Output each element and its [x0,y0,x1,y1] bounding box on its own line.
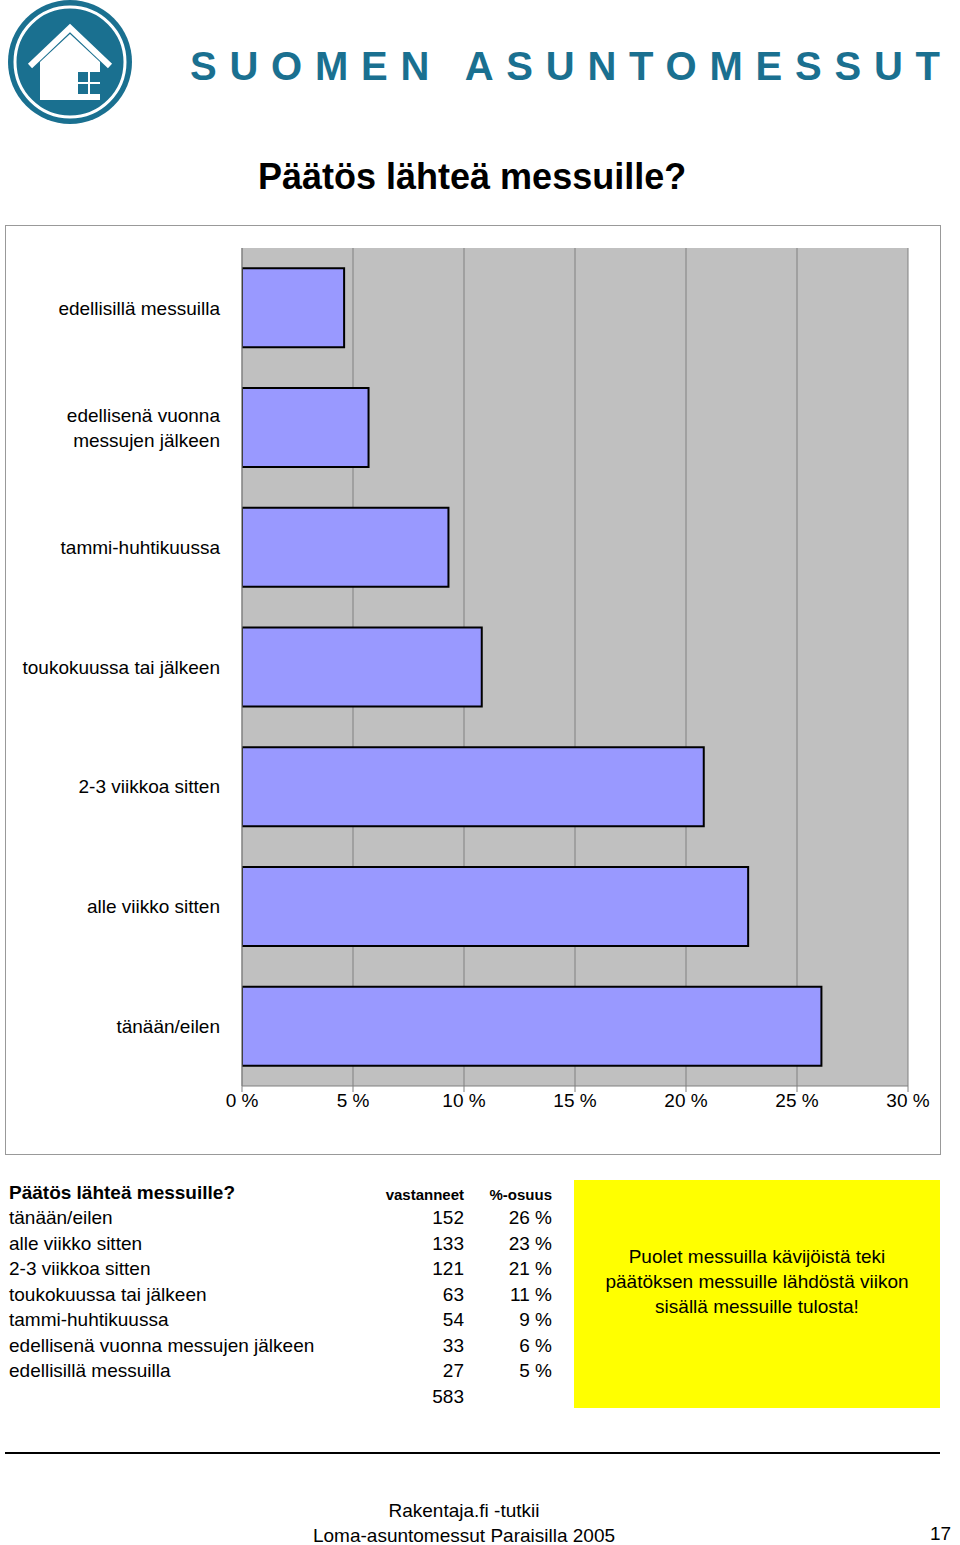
html-text:2-3 viikkoa sitten: 2-3 viikkoa sitten [9,1258,151,1279]
svg-text:edellisenä vuonnamessujen jälk: edellisenä vuonnamessujen jälkeen [67,405,221,451]
svg-text:10 %: 10 % [442,1090,485,1111]
html-text:alle viikko sitten: alle viikko sitten [9,1232,143,1254]
svg-text:30 %: 30 % [886,1090,929,1111]
html-text:toukokuussa tai jälkeen: toukokuussa tai jälkeen [9,1283,207,1305]
html-text:17: 17 [930,1523,952,1544]
svg-text:15 %: 15 % [553,1090,596,1111]
html-text:Puolet messuilla kävijöistä te: Puolet messuilla kävijöistä teki päätöks… [605,1246,909,1317]
html-text:121: 121 [432,1258,464,1279]
svg-text:tammi-huhtikuussa: tammi-huhtikuussa [61,537,221,558]
html-text:33: 33 [442,1334,464,1356]
html-text:23 %: 23 % [508,1232,552,1254]
svg-text:2-3 viikkoa sitten: 2-3 viikkoa sitten [78,776,220,797]
html-text:6 %: 6 % [519,1334,552,1356]
html-text:9 %: 9 % [519,1309,552,1330]
html-text:edellisillä messuilla: edellisillä messuilla [9,1360,171,1381]
html-text:63: 63 [442,1283,464,1305]
svg-text:25 %: 25 % [775,1090,818,1111]
html-text:5 %: 5 % [519,1360,552,1381]
html-text:152: 152 [432,1207,464,1228]
html-text:11 %: 11 % [510,1283,552,1305]
svg-text:20 %: 20 % [664,1090,707,1111]
html-text:%-osuus: %-osuus [489,1186,552,1203]
html-text:21 %: 21 % [508,1258,552,1279]
svg-text:SUOMEN ASUNTOMESSUT: SUOMEN ASUNTOMESSUT [190,44,940,88]
html-text:27: 27 [442,1360,464,1381]
html-text:Päätös lähteä messuille?: Päätös lähteä messuille? [9,1182,235,1203]
html-text:133: 133 [432,1232,464,1254]
svg-text:0 %: 0 % [226,1090,259,1111]
svg-text:edellisillä messuilla: edellisillä messuilla [58,298,220,319]
html-text:583: 583 [432,1385,464,1407]
html-text:vastanneet: vastanneet [385,1186,464,1203]
html-text:edellisenä vuonna messujen jäl: edellisenä vuonna messujen jälkeen [9,1334,315,1356]
html-text:Päätös lähteä messuille?: Päätös lähteä messuille? [258,156,687,197]
html-text:Loma-asuntomessut Paraisilla 2: Loma-asuntomessut Paraisilla 2005 [313,1525,615,1545]
html-text:tänään/eilen: tänään/eilen [9,1207,113,1228]
html-text:Rakentaja.fi -tutkii: Rakentaja.fi -tutkii [388,1500,540,1521]
html-text:26 %: 26 % [508,1207,552,1228]
svg-text:alle viikko sitten: alle viikko sitten [87,896,220,917]
svg-text:toukokuussa tai jälkeen: toukokuussa tai jälkeen [22,657,220,678]
svg-text:tänään/eilen: tänään/eilen [116,1016,220,1037]
html-text:tammi-huhtikuussa: tammi-huhtikuussa [9,1309,169,1330]
svg-text:5 %: 5 % [337,1090,370,1111]
html-text:54: 54 [442,1309,464,1330]
